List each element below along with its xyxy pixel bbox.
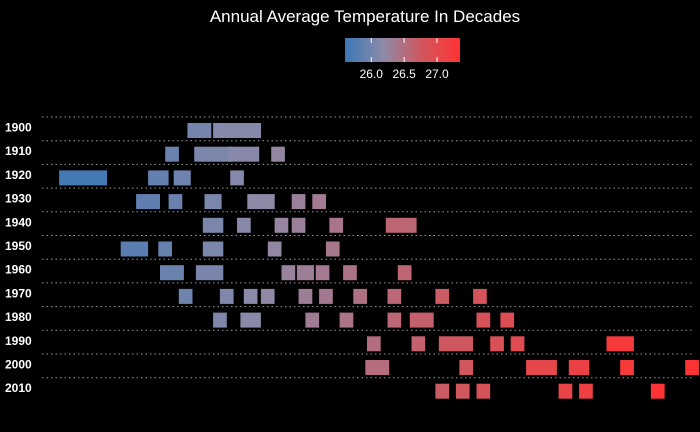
heat-cell [385, 217, 417, 233]
heat-cell [178, 288, 193, 304]
heat-cell [237, 217, 251, 233]
heat-cell [476, 312, 491, 328]
y-tick-label: 1990 [5, 334, 32, 348]
heat-cell [329, 217, 344, 233]
y-tick-label: 1970 [5, 286, 32, 300]
heat-cell [173, 170, 191, 186]
heat-cell [59, 170, 107, 186]
heat-cell [281, 265, 296, 281]
heat-cell [120, 241, 149, 257]
heat-cell [409, 312, 434, 328]
heat-cell [213, 312, 227, 328]
heat-cell [213, 123, 261, 138]
heat-cell [260, 288, 275, 304]
heat-cell [435, 288, 450, 304]
heat-cell [195, 265, 224, 281]
colorbar-tick-label: 26.5 [392, 67, 416, 81]
heat-cell [247, 194, 275, 210]
heat-cell [459, 360, 474, 375]
heat-cell [473, 288, 487, 304]
chart-title: Annual Average Temperature In Decades [210, 7, 520, 26]
heat-cell [579, 383, 593, 399]
heat-cell [228, 146, 260, 162]
heat-cell [305, 312, 320, 328]
y-tick-label: 1980 [5, 310, 32, 324]
gridlines [42, 116, 692, 379]
heat-cell [243, 288, 258, 304]
y-tick-label: 1960 [5, 263, 32, 277]
heat-cell [387, 288, 402, 304]
heat-cell [411, 336, 426, 352]
heat-cell [365, 360, 390, 375]
heat-cell [274, 217, 289, 233]
colorbar: 26.0 26.5 27.0 [345, 38, 460, 81]
heat-cell [202, 241, 224, 257]
heat-cell [296, 265, 314, 281]
heat-cell [204, 194, 222, 210]
heat-cell [136, 194, 160, 210]
heat-cell [685, 360, 699, 375]
heat-cell [148, 170, 169, 186]
heat-cell [367, 336, 381, 352]
heat-cells [59, 123, 699, 399]
heat-cell [353, 288, 367, 304]
heat-cell [510, 336, 525, 352]
y-tick-label: 1920 [5, 168, 32, 182]
heat-cell [291, 217, 306, 233]
heat-cell [500, 312, 515, 328]
heat-cell [526, 360, 557, 375]
y-tick-label: 1910 [5, 144, 32, 158]
heat-cell [319, 288, 333, 304]
heat-cell [315, 265, 330, 281]
heat-cell [343, 265, 357, 281]
heat-cell [325, 241, 340, 257]
heat-cell [490, 336, 504, 352]
heat-cell [230, 170, 244, 186]
colorbar-tick-label: 26.0 [360, 67, 384, 81]
y-tick-label: 1940 [5, 215, 32, 229]
heat-cell [160, 265, 184, 281]
heat-cell [339, 312, 354, 328]
heat-cell [165, 146, 179, 162]
heat-cell [476, 383, 491, 399]
y-tick-label: 1950 [5, 239, 32, 253]
y-axis-labels: 1900 1910 1920 1930 1940 1950 1960 1970 1980 1990… [5, 121, 32, 396]
y-tick-label: 2010 [5, 381, 32, 395]
y-tick-label: 2000 [5, 358, 32, 372]
heat-cell [187, 123, 212, 138]
colorbar-gradient [345, 38, 460, 62]
heat-cell [168, 194, 183, 210]
heat-cell [438, 336, 473, 352]
y-tick-label: 1930 [5, 192, 32, 206]
heat-cell [435, 383, 450, 399]
heat-cell [620, 360, 634, 375]
colorbar-tick-label: 27.0 [425, 67, 449, 81]
heat-cell [568, 360, 590, 375]
heat-cell [291, 194, 306, 210]
heat-cell [267, 241, 282, 257]
heat-cell [455, 383, 470, 399]
heat-cell [387, 312, 402, 328]
heat-cell [194, 146, 232, 162]
heat-cell [219, 288, 234, 304]
heat-cell [650, 383, 665, 399]
heat-cell [558, 383, 573, 399]
heat-cell [240, 312, 261, 328]
heat-cell [271, 146, 285, 162]
heat-cell [606, 336, 634, 352]
heat-cell [397, 265, 412, 281]
heat-cell [298, 288, 313, 304]
heat-cell [202, 217, 224, 233]
heat-cell [158, 241, 172, 257]
y-tick-label: 1900 [5, 121, 32, 135]
heat-cell [312, 194, 326, 210]
